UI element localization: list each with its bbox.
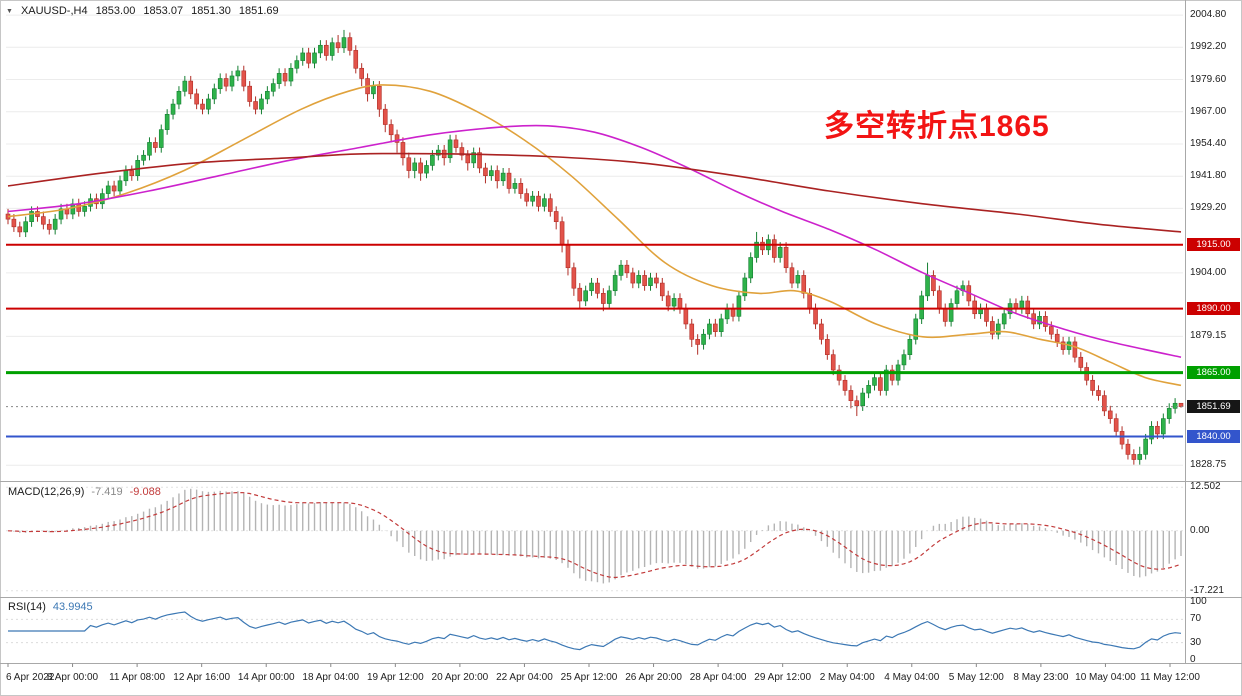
rsi-line: [8, 611, 1182, 651]
ohlc-close: 1851.69: [238, 5, 279, 17]
ohlc-low: 1851.30: [191, 5, 231, 17]
macd-histogram: [13, 488, 1182, 584]
rsi-value: 43.9945: [52, 601, 93, 613]
price-level-badge[interactable]: 1915.00: [1187, 237, 1240, 251]
rsi-name: RSI(14): [8, 601, 46, 613]
macd-label: MACD(12,26,9) -7.419 -9.088: [8, 486, 161, 498]
rsi-label: RSI(14) 43.9945: [8, 601, 93, 613]
ohlc-high: 1853.07: [143, 5, 184, 17]
price-level-badge[interactable]: 1840.00: [1187, 429, 1240, 443]
macd-value-signal: -9.088: [129, 486, 161, 498]
symbol-timeframe: XAUUSD-,H4: [20, 5, 88, 17]
ma-fast-orange: [7, 84, 1182, 387]
annotation-text: 多空转折点1865: [824, 110, 1050, 143]
price-level-badge[interactable]: 1890.00: [1187, 301, 1240, 315]
collapse-icon[interactable]: ▼: [6, 7, 13, 15]
ma-mid-magenta: [7, 124, 1182, 358]
macd-value-main: -7.419: [91, 486, 123, 498]
macd-signal-line: [7, 491, 1182, 579]
price-level-badge[interactable]: 1865.00: [1187, 365, 1240, 379]
macd-name: MACD(12,26,9): [8, 486, 85, 498]
current-price-badge: 1851.69: [1187, 399, 1240, 413]
chart-header: ▼ XAUUSD-,H4 1853.00 1853.07 1851.30 185…: [6, 5, 279, 17]
candlestick-series: [5, 29, 1184, 465]
ohlc-open: 1853.00: [95, 5, 136, 17]
ma-slow-darkred: [7, 152, 1182, 233]
